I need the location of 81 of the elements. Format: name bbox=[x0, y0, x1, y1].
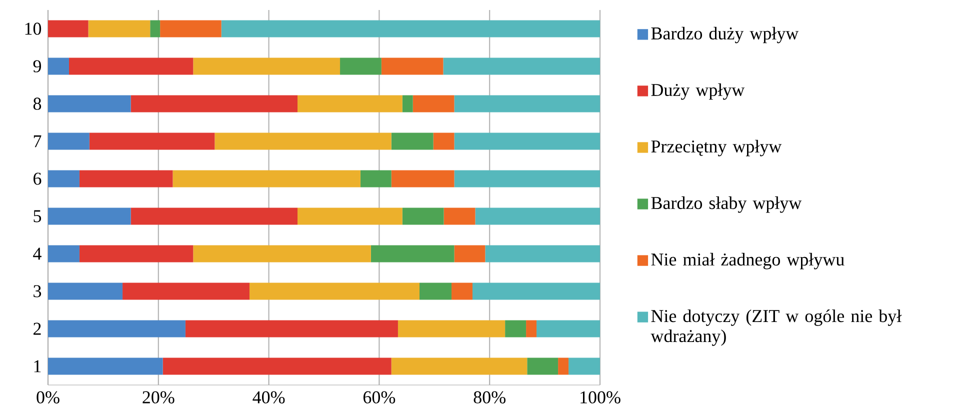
x-tick-label: 0% bbox=[36, 391, 60, 404]
bar bbox=[48, 132, 90, 150]
bar bbox=[454, 170, 600, 188]
bar bbox=[122, 282, 250, 300]
bar bbox=[454, 245, 486, 262]
bar bbox=[48, 170, 80, 188]
bar bbox=[48, 320, 186, 338]
x-tick-label: 80% bbox=[474, 391, 506, 404]
bar bbox=[130, 208, 298, 225]
bar bbox=[485, 245, 600, 262]
bar bbox=[558, 358, 569, 375]
bar bbox=[454, 132, 600, 150]
bar bbox=[160, 20, 222, 38]
y-tick-label: 8 bbox=[33, 98, 42, 110]
y-tick-label: 4 bbox=[33, 248, 42, 260]
bar bbox=[79, 170, 173, 188]
bar bbox=[88, 20, 150, 38]
y-tick-label: 7 bbox=[34, 135, 42, 148]
bar bbox=[433, 132, 454, 150]
bar bbox=[214, 132, 392, 150]
bar bbox=[249, 282, 420, 300]
bar bbox=[48, 358, 163, 375]
legend-label: Duży wpływ bbox=[651, 83, 745, 100]
bar bbox=[475, 208, 600, 225]
bar bbox=[130, 95, 298, 112]
bar bbox=[221, 20, 600, 38]
bar bbox=[48, 208, 131, 225]
bar bbox=[162, 358, 392, 375]
bar bbox=[298, 208, 402, 225]
bar bbox=[402, 95, 413, 112]
legend-label: Nie miał żadnego wpływu bbox=[651, 252, 844, 270]
bar bbox=[444, 208, 476, 225]
bar bbox=[172, 170, 360, 188]
legend-label: Bardzo słaby wpływ bbox=[651, 196, 802, 213]
bar bbox=[150, 20, 160, 38]
bar bbox=[391, 170, 454, 188]
x-tick-label: 60% bbox=[363, 391, 396, 404]
bar bbox=[360, 170, 392, 188]
bar bbox=[454, 95, 600, 112]
bar bbox=[298, 95, 402, 112]
bar bbox=[536, 320, 600, 338]
legend-label: Nie dotyczy (ZIT w ogóle nie był wdrażany) bbox=[650, 309, 902, 346]
bar bbox=[79, 245, 194, 262]
bar bbox=[48, 58, 69, 75]
bar bbox=[391, 132, 434, 150]
bar bbox=[420, 282, 452, 300]
bar bbox=[48, 282, 123, 300]
bar bbox=[527, 358, 558, 375]
bar bbox=[402, 208, 444, 225]
y-tick-label: 10 bbox=[25, 22, 42, 35]
y-tick-label: 1 bbox=[34, 360, 41, 372]
bar bbox=[398, 320, 506, 338]
legend-label: Przeciętny wpływ bbox=[651, 140, 782, 156]
bar bbox=[340, 58, 382, 75]
x-tick-label: 20% bbox=[142, 391, 174, 404]
bar bbox=[89, 132, 215, 150]
bar bbox=[568, 358, 600, 375]
bar bbox=[443, 58, 600, 75]
bar bbox=[391, 358, 528, 375]
bar bbox=[526, 320, 537, 338]
x-tick-label: 40% bbox=[252, 391, 285, 404]
y-tick-label: 2 bbox=[34, 322, 41, 335]
bar bbox=[68, 58, 194, 75]
bar bbox=[193, 245, 371, 262]
bar bbox=[381, 58, 444, 75]
bar bbox=[370, 245, 454, 262]
y-tick-label: 5 bbox=[34, 210, 42, 222]
bar bbox=[48, 245, 80, 262]
bar bbox=[48, 95, 131, 112]
legend-label: Bardzo duży wpływ bbox=[651, 26, 799, 44]
bar bbox=[48, 20, 88, 38]
bar bbox=[193, 58, 340, 75]
bar bbox=[472, 282, 600, 300]
bar bbox=[185, 320, 398, 338]
y-tick-label: 6 bbox=[34, 172, 42, 185]
y-tick-label: 3 bbox=[34, 285, 42, 298]
bar bbox=[412, 95, 454, 112]
bar bbox=[505, 320, 526, 338]
y-tick-label: 9 bbox=[33, 60, 42, 72]
bar bbox=[452, 282, 472, 300]
x-tick-label: 100% bbox=[580, 391, 620, 404]
